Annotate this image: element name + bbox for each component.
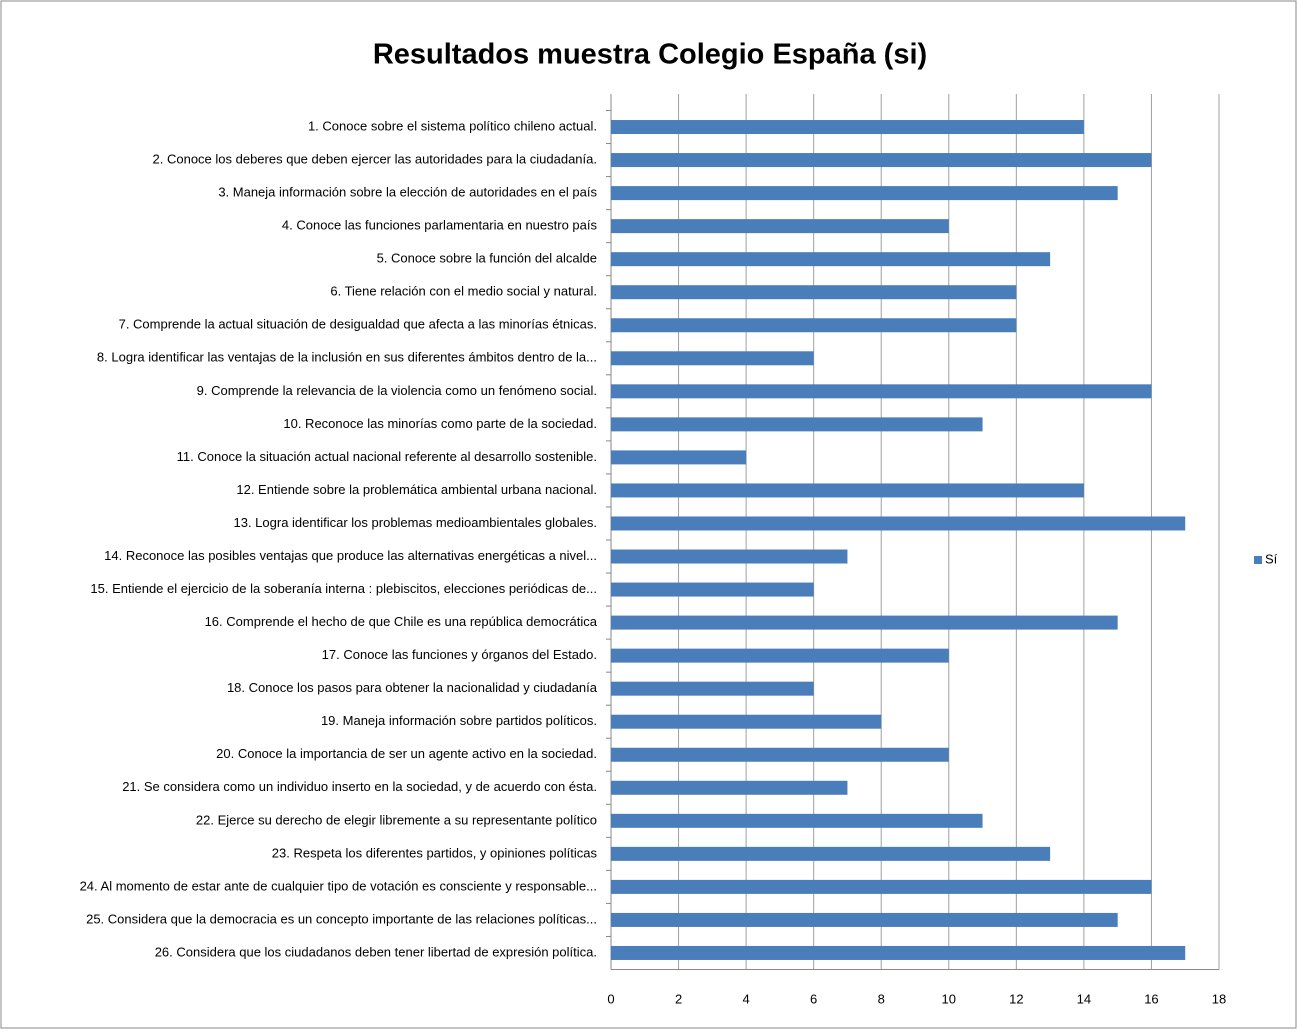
bar [611,384,1152,399]
bar [611,252,1051,267]
bar [611,351,814,366]
x-tick-label: 10 [942,991,956,1006]
legend-label: Sí [1265,551,1278,566]
y-tick-label: 1. Conoce sobre el sistema político chil… [308,118,597,133]
y-tick-label: 26. Considera que los ciudadanos deben t… [155,944,597,959]
x-tick-label: 16 [1144,991,1158,1006]
y-tick-label: 21. Se considera como un individuo inser… [122,779,597,794]
bar [611,681,814,696]
y-tick-label: 6. Tiene relación con el medio social y … [330,284,597,299]
y-tick-label: 17. Conoce las funciones y órganos del E… [322,647,597,662]
x-tick-label: 14 [1077,991,1091,1006]
bar [611,780,848,795]
y-tick-label: 11. Conoce la situación actual nacional … [177,449,597,464]
x-tick-label: 4 [742,991,749,1006]
bar [611,186,1118,201]
y-tick-label: 8. Logra identificar las ventajas de la … [97,350,597,365]
y-tick-label: 10. Reconoce las minorías como parte de … [283,416,597,431]
y-tick-label: 23. Respeta los diferentes partidos, y o… [272,845,598,860]
bar [611,549,848,564]
y-tick-label: 5. Conoce sobre la función del alcalde [377,251,597,266]
bar [611,483,1084,498]
bar [611,285,1017,300]
bar [611,153,1152,168]
bar [611,417,983,432]
y-tick-label: 2. Conoce los deberes que deben ejercer … [153,151,597,166]
x-tick-label: 6 [810,991,817,1006]
y-tick-label: 18. Conoce los pasos para obtener la nac… [227,680,598,695]
y-tick-label: 20. Conoce la importancia de ser un agen… [216,746,597,761]
x-tick-label: 0 [607,991,614,1006]
bar [611,450,747,465]
y-tick-label: 15. Entiende el ejercicio de la soberaní… [90,581,597,596]
y-tick-label: 22. Ejerce su derecho de elegir libremen… [196,812,597,827]
y-tick-label: 3. Maneja información sobre la elección … [218,185,597,200]
x-tick-label: 18 [1212,991,1226,1006]
x-tick-label: 12 [1009,991,1023,1006]
y-tick-label: 25. Considera que la democracia es un co… [86,911,597,926]
y-tick-label: 9. Comprende la relevancia de la violenc… [197,383,597,398]
y-tick-label: 14. Reconoce las posibles ventajas que p… [104,548,597,563]
bar [611,813,983,828]
legend-swatch [1254,556,1262,564]
bar [611,912,1118,927]
x-tick-label: 2 [675,991,682,1006]
bar [611,582,814,597]
y-tick-label: 13. Logra identificar los problemas medi… [234,515,598,530]
bar [611,120,1084,135]
y-tick-label: 4. Conoce las funciones parlamentaria en… [282,218,598,233]
bar [611,879,1152,894]
y-tick-label: 19. Maneja información sobre partidos po… [321,713,597,728]
bar [611,846,1051,861]
bar [611,648,949,663]
chart-title: Resultados muestra Colegio España (si) [373,39,927,71]
y-tick-label: 24. Al momento de estar ante de cualquie… [80,878,597,893]
bar [611,516,1186,531]
y-tick-label: 7. Comprende la actual situación de desi… [119,317,597,332]
y-tick-label: 12. Entiende sobre la problemática ambie… [236,482,597,497]
bar [611,747,949,762]
x-tick-label: 8 [878,991,885,1006]
bar [611,318,1017,333]
bar [611,219,949,234]
y-tick-label: 16. Comprende el hecho de que Chile es u… [205,614,598,629]
bar [611,615,1118,630]
bar [611,714,882,729]
bar [611,945,1186,960]
